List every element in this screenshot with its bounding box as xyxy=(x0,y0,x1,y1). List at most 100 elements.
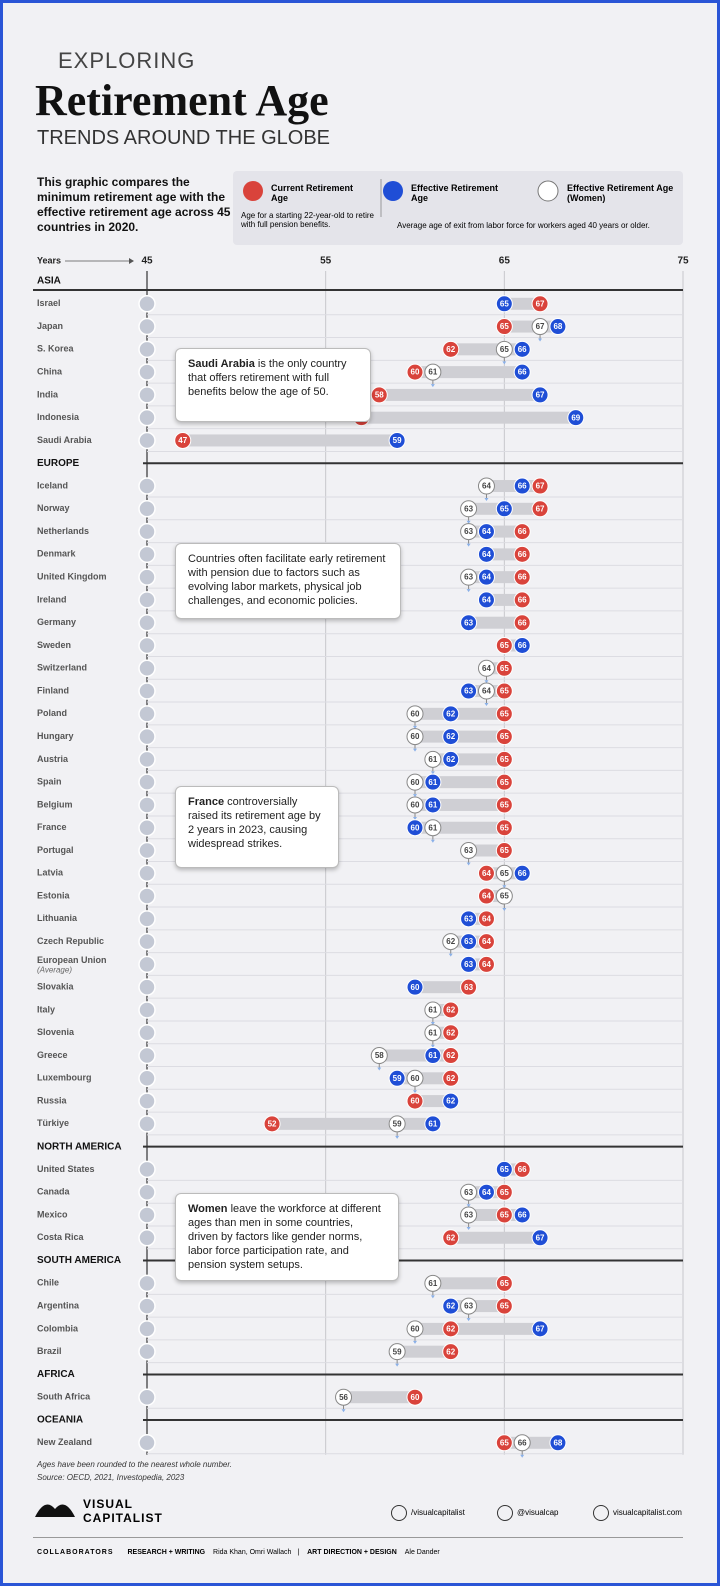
current-dot xyxy=(513,614,531,632)
women-pin-head xyxy=(413,794,417,798)
country-label: Russia xyxy=(37,1095,68,1105)
effective-dot-label: 62 xyxy=(446,709,455,718)
annotation-text: leave the workforce at different ages th… xyxy=(188,1203,381,1271)
women-dot-label: 63 xyxy=(464,527,473,536)
annotation-bold: Saudi Arabia xyxy=(188,358,255,370)
current-dot-label: 65 xyxy=(500,322,509,331)
social-handle[interactable]: /visualcapitalist xyxy=(411,1508,465,1518)
women-dot xyxy=(406,773,424,791)
effective-dot xyxy=(513,636,531,654)
women-dot xyxy=(424,363,442,381)
country-label: Netherlands xyxy=(37,526,89,536)
country-label: United States xyxy=(37,1164,95,1174)
current-dot xyxy=(442,340,460,358)
current-dot xyxy=(495,842,513,859)
x-tick-label: 55 xyxy=(320,256,332,267)
current-dot-label: 65 xyxy=(500,664,509,673)
range-bar xyxy=(486,593,523,606)
source: Source: OECD, 2021, Investopedia, 2023 xyxy=(37,1473,185,1482)
women-dot xyxy=(388,1343,406,1361)
women-dot-label: 64 xyxy=(482,664,491,673)
flag xyxy=(138,773,156,791)
current-dot xyxy=(174,431,192,449)
women-pin-head xyxy=(413,1090,417,1094)
country-label: Denmark xyxy=(37,549,77,559)
women-dot-label: 65 xyxy=(500,892,509,901)
country-label: Japan xyxy=(37,321,63,331)
country-label: Chile xyxy=(37,1278,59,1288)
flag xyxy=(138,796,156,814)
women-pin-head xyxy=(502,361,507,365)
women-pin-head xyxy=(430,771,435,775)
flag xyxy=(138,1388,156,1406)
effective-dot xyxy=(477,545,495,563)
country-label: France xyxy=(37,822,67,832)
current-dot-label: 66 xyxy=(518,1165,527,1174)
women-pin-head xyxy=(413,748,417,752)
women-pin-head xyxy=(413,1340,417,1344)
subtitle: TRENDS AROUND THE GLOBE xyxy=(37,127,331,149)
effective-dot-label: 66 xyxy=(518,345,527,354)
flag xyxy=(138,727,156,746)
flag xyxy=(138,887,156,905)
x-axis-label: Years xyxy=(37,255,61,265)
effective-dot-label: 61 xyxy=(428,1051,437,1060)
intro: This graphic compares the minimum retire… xyxy=(37,175,231,234)
flag xyxy=(138,1069,156,1088)
effective-dot-label: 69 xyxy=(571,413,580,422)
current-dot-label: 66 xyxy=(518,573,527,582)
effective-dot-label: 62 xyxy=(446,1302,455,1311)
flag xyxy=(138,1274,156,1293)
effective-dot-label: 64 xyxy=(482,573,491,582)
women-pin-head xyxy=(520,1454,525,1458)
women-dot xyxy=(460,1206,478,1224)
flag xyxy=(138,1115,156,1133)
social-handle[interactable]: @visualcap xyxy=(517,1508,559,1518)
women-pin-head xyxy=(413,816,417,820)
social[interactable]: /visualcapitalist xyxy=(391,1505,465,1521)
current-dot xyxy=(495,636,513,654)
flag xyxy=(138,864,156,883)
effective-dot-label: 59 xyxy=(393,436,402,445)
annotation-text: is the only country that offers retireme… xyxy=(188,358,347,398)
legend-current: Current Retirement Age xyxy=(271,183,354,203)
effective-dot-label: 63 xyxy=(464,914,473,923)
flag xyxy=(138,1229,156,1247)
current-dot-label: 65 xyxy=(500,778,509,787)
country-label: Norway xyxy=(37,503,70,513)
country-label: Argentina xyxy=(37,1300,80,1310)
current-dot xyxy=(513,591,531,609)
current-dot-label: 62 xyxy=(446,1347,455,1356)
current-dot-label: 60 xyxy=(411,368,420,377)
current-dot xyxy=(531,500,549,518)
legend-women-icon xyxy=(537,180,559,202)
effective-dot xyxy=(460,682,478,700)
effective-dot-label: 61 xyxy=(428,1119,437,1128)
current-dot-label: 65 xyxy=(500,846,509,855)
current-dot xyxy=(406,1092,424,1110)
flag xyxy=(138,500,156,518)
social[interactable]: @visualcap xyxy=(497,1505,558,1521)
women-dot xyxy=(460,1183,478,1201)
region-label: ASIA xyxy=(37,276,61,287)
women-dot-label: 64 xyxy=(482,482,491,491)
social-handle[interactable]: visualcapitalist.com xyxy=(613,1508,682,1518)
women-dot xyxy=(460,1297,478,1315)
effective-dot xyxy=(531,386,549,404)
range-bar xyxy=(397,1345,451,1358)
flag xyxy=(138,932,156,951)
effective-dot xyxy=(442,705,460,723)
women-dot-label: 63 xyxy=(464,1211,473,1220)
country-label: Switzerland xyxy=(37,663,87,673)
flag xyxy=(138,1342,156,1361)
effective-dot-label: 60 xyxy=(411,983,420,992)
credits-names: Ale Dander xyxy=(404,1549,440,1556)
x-tick-label: 45 xyxy=(141,256,153,267)
current-dot-label: 63 xyxy=(464,983,473,992)
legend-current-icon xyxy=(243,181,263,201)
women-dot-label: 60 xyxy=(411,1074,420,1083)
current-dot-label: 62 xyxy=(446,1051,455,1060)
title: Retirement Age xyxy=(35,76,329,125)
social[interactable]: visualcapitalist.com xyxy=(593,1505,682,1521)
